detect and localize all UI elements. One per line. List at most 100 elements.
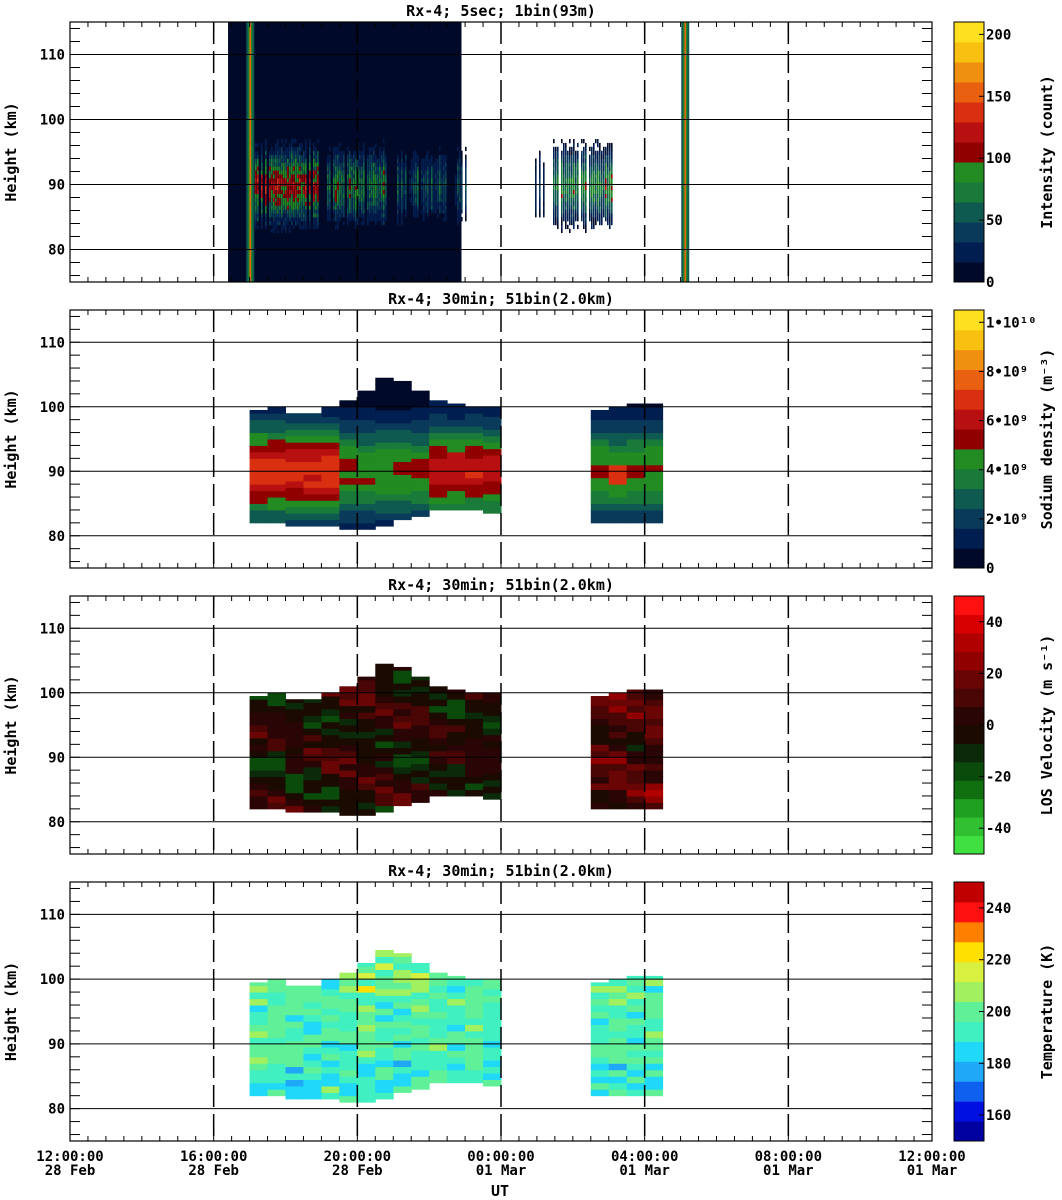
intensity-cell — [557, 189, 559, 194]
intensity-cell — [265, 158, 267, 163]
intensity-cell — [303, 197, 305, 202]
intensity-cell — [583, 197, 585, 202]
colorbar-tick-label: -20 — [986, 770, 1011, 786]
data-cell — [357, 802, 376, 810]
intensity-cell — [563, 162, 565, 167]
intensity-cell — [279, 197, 281, 202]
data-cell — [608, 509, 628, 517]
intensity-cell — [553, 220, 555, 226]
data-cell — [483, 728, 502, 736]
intensity-cell — [363, 189, 365, 194]
intensity-cell — [313, 154, 315, 159]
intensity-cell — [413, 158, 415, 163]
intensity-cell — [347, 166, 349, 171]
intensity-cell — [371, 178, 373, 183]
intensity-cell — [289, 146, 291, 152]
intensity-cell — [439, 158, 441, 163]
intensity-cell — [291, 146, 293, 152]
intensity-cell — [555, 162, 557, 167]
data-cell — [608, 705, 628, 713]
intensity-cell — [353, 217, 355, 222]
intensity-cell — [359, 162, 361, 167]
intensity-cell — [299, 213, 301, 218]
intensity-cell — [309, 154, 311, 159]
intensity-cell — [441, 158, 443, 163]
intensity-cell — [347, 193, 349, 198]
data-cell — [483, 1027, 502, 1035]
y-axis-label: Height (km) — [2, 962, 20, 1061]
intensity-cell — [335, 224, 337, 230]
intensity-cell — [583, 201, 585, 206]
intensity-cell — [261, 189, 263, 194]
intensity-cell — [295, 178, 297, 183]
intensity-cell — [277, 146, 279, 152]
data-cell — [357, 676, 376, 681]
intensity-cell — [423, 185, 425, 191]
data-cell — [483, 1079, 502, 1087]
intensity-cell — [397, 174, 399, 179]
intensity-cell — [457, 158, 459, 163]
intensity-cell — [595, 170, 597, 175]
intensity-cell — [611, 205, 613, 210]
data-cell — [393, 1060, 412, 1068]
data-cell — [375, 435, 394, 443]
data-cell — [303, 1021, 322, 1029]
data-cell — [483, 429, 502, 437]
intensity-cell — [555, 178, 557, 183]
intensity-cell — [603, 166, 605, 171]
intensity-cell — [353, 189, 355, 194]
data-cell — [267, 776, 286, 784]
intensity-cell — [555, 154, 557, 159]
intensity-cell — [351, 154, 353, 159]
intensity-cell — [597, 158, 599, 163]
data-cell — [249, 413, 269, 421]
intensity-cell — [281, 150, 283, 155]
data-cell — [303, 493, 322, 501]
intensity-cell — [361, 193, 363, 198]
intensity-cell — [459, 154, 461, 159]
data-cell — [590, 712, 610, 720]
data-cell — [411, 966, 430, 974]
intensity-cell — [415, 178, 417, 183]
intensity-cell — [385, 220, 387, 226]
intensity-cell — [445, 193, 447, 198]
data-cell — [375, 734, 394, 742]
y-tick-label: 100 — [40, 972, 65, 988]
data-cell — [249, 731, 269, 739]
data-cell — [590, 1069, 610, 1077]
intensity-cell — [437, 201, 439, 206]
intensity-cell — [589, 166, 591, 171]
intensity-cell — [255, 228, 257, 233]
intensity-cell — [363, 142, 365, 148]
intensity-cell — [347, 201, 349, 206]
intensity-cell — [313, 228, 315, 233]
data-cell — [249, 802, 269, 810]
data-cell — [590, 409, 610, 414]
intensity-cell — [597, 154, 599, 159]
intensity-cell — [273, 170, 275, 175]
data-cell — [465, 783, 484, 790]
intensity-cell — [297, 201, 299, 206]
data-cell — [608, 445, 628, 453]
data-cell — [626, 770, 646, 778]
intensity-cell — [275, 197, 277, 202]
intensity-cell — [371, 201, 373, 206]
intensity-cell — [439, 150, 441, 155]
intensity-cell — [341, 217, 343, 222]
intensity-cell — [277, 185, 279, 191]
intensity-cell — [383, 201, 385, 206]
intensity-cell — [461, 158, 463, 163]
intensity-cell — [585, 197, 587, 202]
data-cell — [393, 702, 412, 710]
intensity-cell — [593, 193, 595, 198]
data-cell — [357, 490, 376, 498]
intensity-cell — [433, 201, 435, 206]
intensity-cell — [457, 146, 459, 152]
intensity-cell — [561, 209, 563, 214]
data-cell — [626, 419, 646, 427]
intensity-cell — [329, 201, 331, 206]
data-cell — [321, 500, 340, 508]
data-cell — [447, 998, 466, 1006]
intensity-cell — [417, 170, 419, 175]
data-cell — [447, 689, 466, 694]
